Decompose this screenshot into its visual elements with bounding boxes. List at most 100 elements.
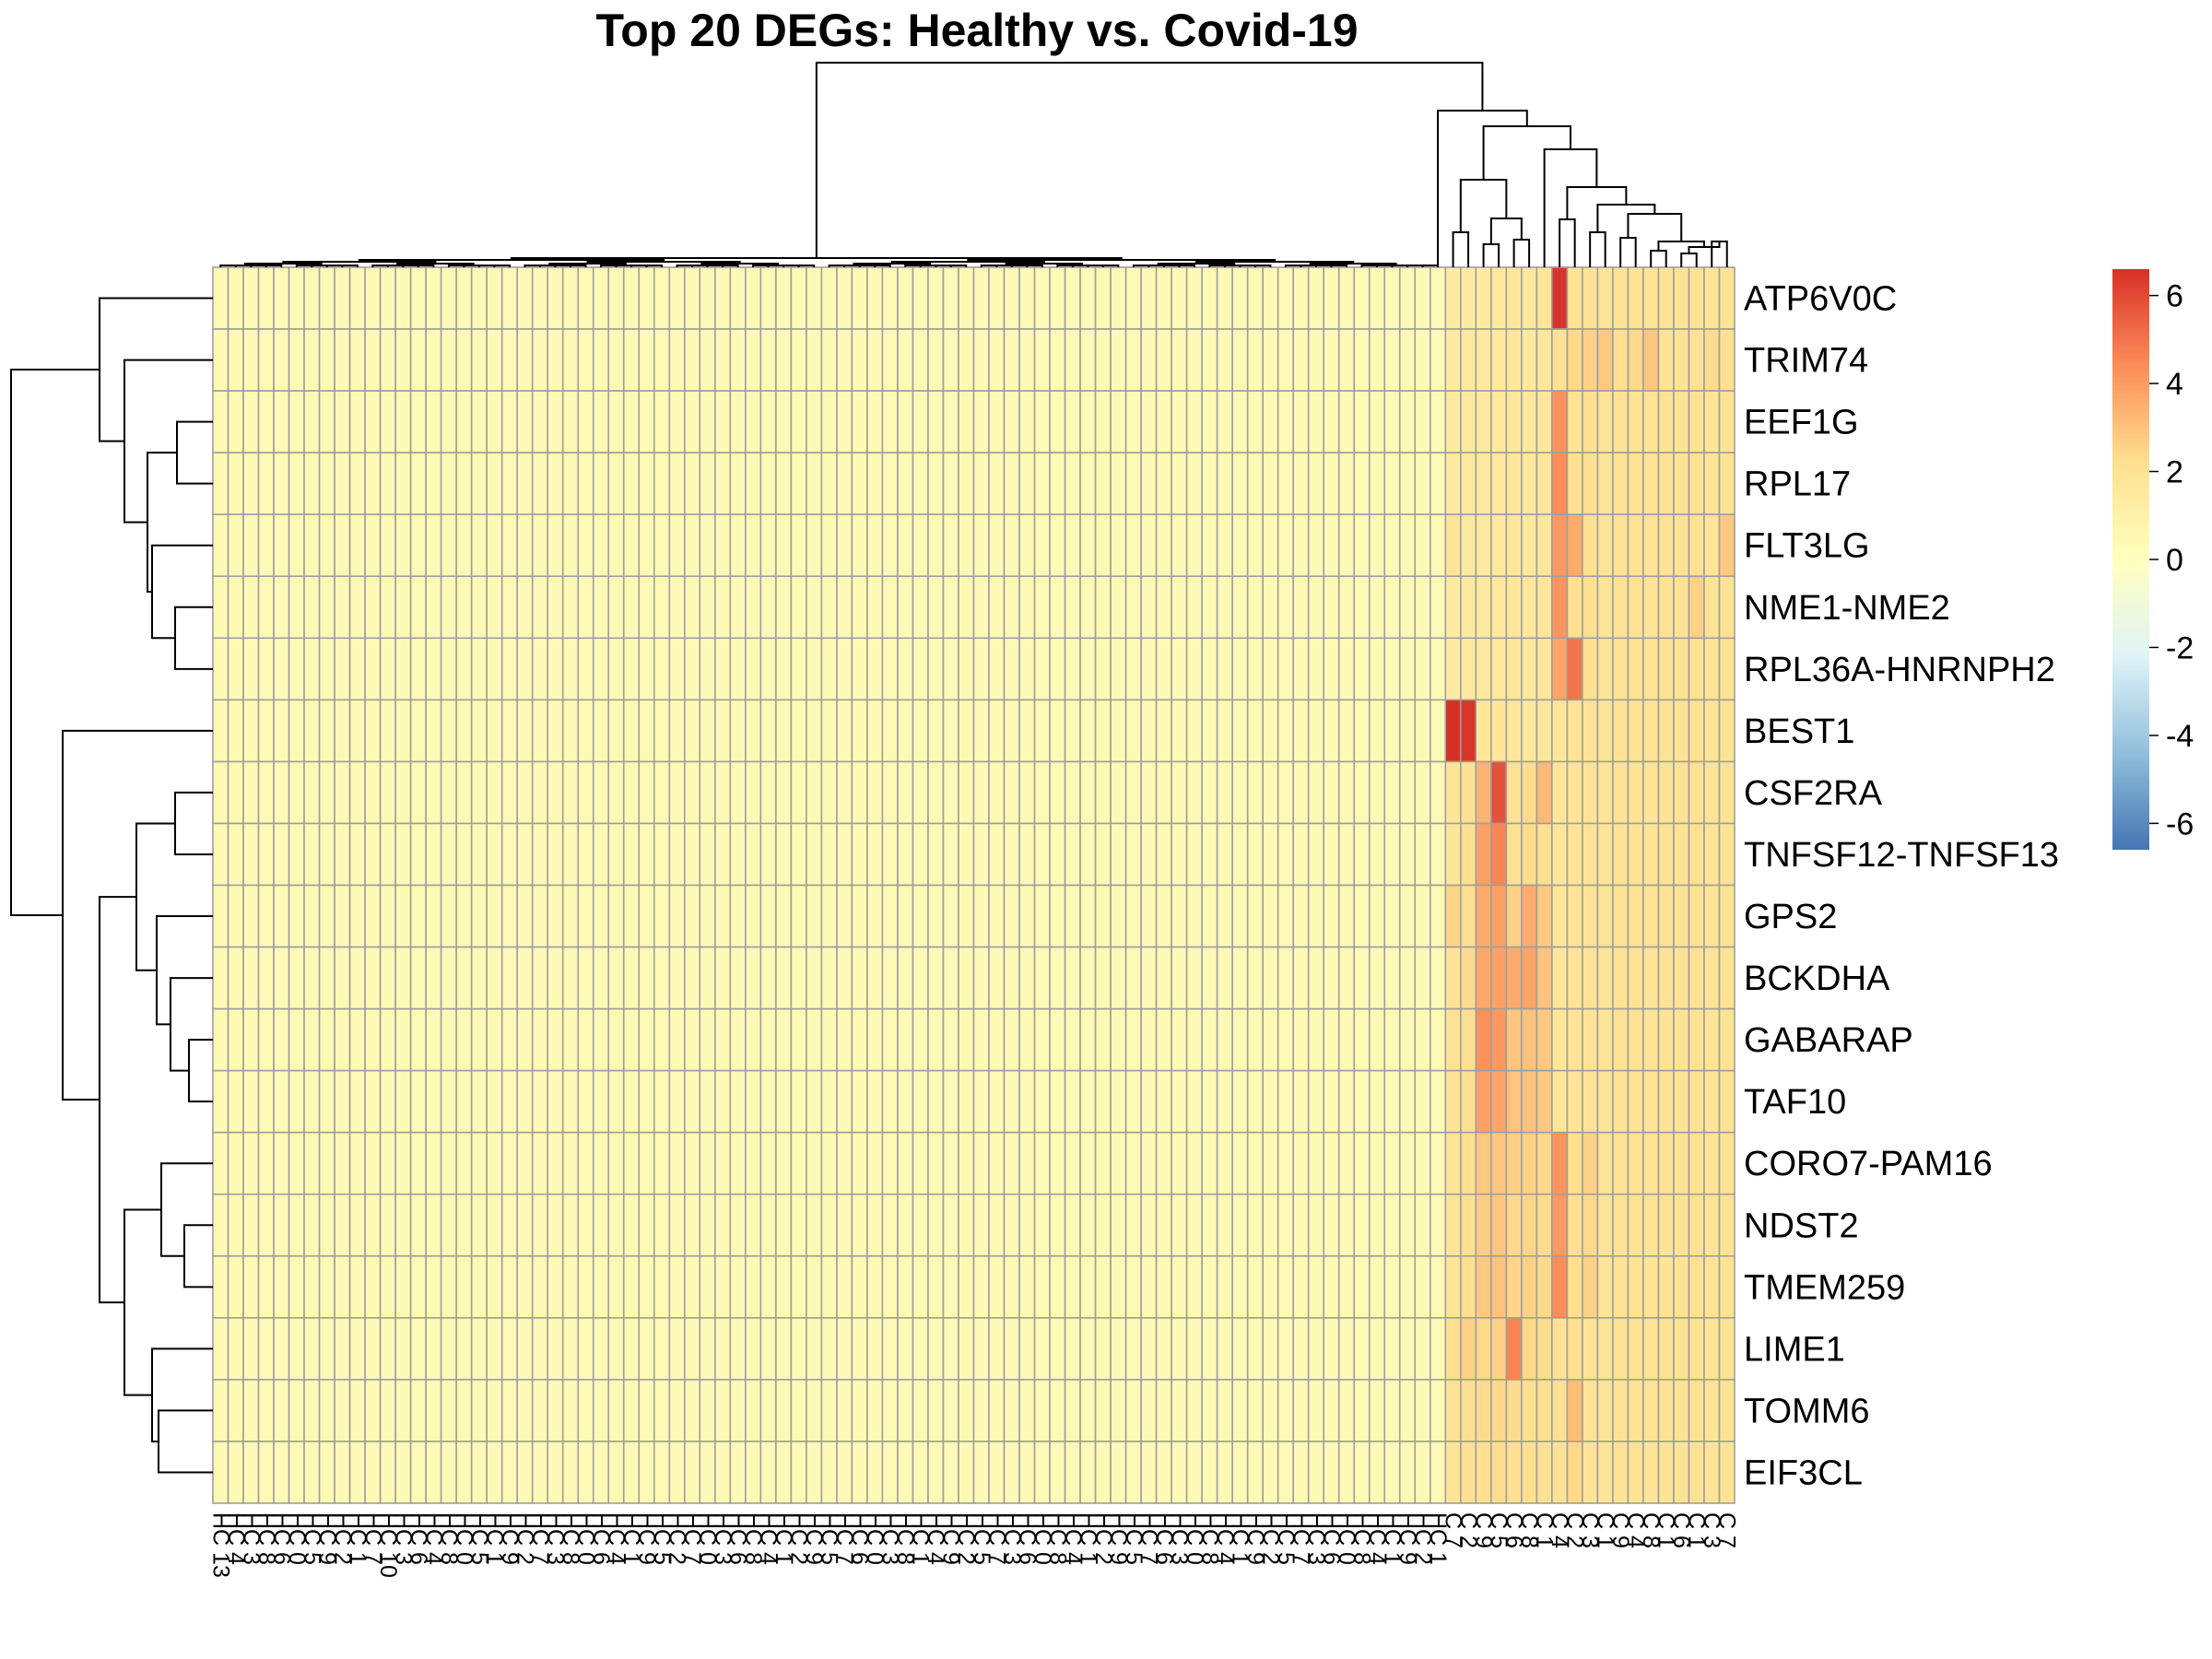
- heatmap-cell: [1018, 513, 1036, 578]
- heatmap-cell: [1566, 1069, 1583, 1134]
- heatmap-cell: [455, 699, 473, 763]
- heatmap-cell: [607, 760, 625, 825]
- column-dendrogram-branch: [1596, 204, 1656, 232]
- heatmap-cell: [836, 1379, 853, 1442]
- heatmap-cell: [699, 946, 716, 1010]
- heatmap-cell: [561, 946, 580, 1010]
- heatmap-cell: [653, 452, 671, 515]
- heatmap-cell: [577, 513, 594, 578]
- row-dendrogram-branch: [160, 1162, 213, 1257]
- heatmap-cell: [820, 1317, 838, 1381]
- heatmap-cell: [531, 946, 549, 1010]
- heatmap-cell: [577, 1317, 594, 1381]
- heatmap-cell: [1277, 1193, 1295, 1257]
- heatmap-cell: [227, 328, 244, 392]
- heatmap-cell: [303, 822, 321, 887]
- heatmap-cell: [851, 946, 868, 1010]
- heatmap-cell: [500, 266, 519, 330]
- heatmap-cell: [1642, 822, 1660, 887]
- heatmap-cell: [1307, 513, 1325, 578]
- heatmap-cell: [972, 884, 990, 948]
- heatmap-cell: [592, 884, 610, 948]
- heatmap-cell: [592, 1441, 610, 1504]
- heatmap-cell: [470, 266, 488, 330]
- heatmap-cell: [379, 390, 396, 453]
- heatmap-cell: [1475, 884, 1492, 948]
- heatmap-cell: [653, 513, 671, 578]
- heatmap-cell: [1430, 266, 1447, 330]
- heatmap-cell: [470, 1131, 488, 1195]
- heatmap-cell: [1155, 390, 1172, 453]
- heatmap-cell: [440, 946, 457, 1010]
- row-dendrogram-branch: [124, 1208, 161, 1396]
- heatmap-cell: [745, 452, 762, 515]
- heatmap-cell: [1307, 1441, 1325, 1504]
- heatmap-cell: [1535, 637, 1553, 701]
- column-label: HC 4: [756, 1512, 782, 1565]
- heatmap-cell: [1490, 452, 1508, 515]
- row-label: TNFSF12-TNFSF13: [1744, 836, 2059, 875]
- heatmap-cell: [1596, 390, 1614, 453]
- heatmap-cell: [1201, 575, 1218, 640]
- heatmap-cell: [257, 390, 275, 453]
- heatmap-cell: [364, 884, 382, 948]
- heatmap-cell: [927, 266, 945, 330]
- heatmap-cell: [1231, 390, 1249, 453]
- heatmap-cell: [1551, 884, 1569, 948]
- heatmap-cell: [318, 822, 335, 887]
- heatmap-cell: [1718, 884, 1735, 948]
- heatmap-cell: [257, 328, 275, 392]
- heatmap-cell: [912, 575, 929, 640]
- heatmap-cell: [334, 1193, 351, 1257]
- column-label: HC 9: [1105, 1512, 1131, 1565]
- heatmap-cell: [607, 699, 625, 763]
- heatmap-cell: [1551, 452, 1569, 515]
- heatmap-cell: [1582, 1069, 1599, 1134]
- heatmap-cell: [1292, 946, 1310, 1010]
- column-label: HC 4: [604, 1512, 629, 1565]
- heatmap-cell: [759, 452, 777, 515]
- heatmap-cell: [1231, 575, 1249, 640]
- heatmap-cell: [1246, 1317, 1264, 1381]
- heatmap-cell: [561, 637, 580, 701]
- heatmap-cell: [212, 1379, 229, 1442]
- heatmap-cell: [1642, 1069, 1660, 1134]
- heatmap-cell: [1231, 760, 1249, 825]
- heatmap-cell: [1430, 513, 1447, 578]
- heatmap-cell: [1033, 575, 1051, 640]
- heatmap-cell: [1353, 1131, 1371, 1195]
- chart-title: Top 20 DEGs: Healthy vs. Covid-19: [595, 5, 1358, 56]
- heatmap-cell: [516, 1255, 534, 1319]
- heatmap-cell: [836, 1317, 853, 1381]
- heatmap-cell: [409, 1379, 427, 1442]
- heatmap-cell: [577, 1069, 594, 1134]
- heatmap-cell: [1003, 760, 1020, 825]
- heatmap-cell: [988, 1007, 1006, 1072]
- heatmap-cell: [1337, 1379, 1356, 1442]
- heatmap-cell: [1490, 699, 1508, 763]
- row-dendrogram-branch: [176, 420, 213, 485]
- heatmap-cell: [745, 1441, 762, 1504]
- heatmap-cell: [334, 699, 351, 763]
- heatmap-cell: [531, 1255, 549, 1319]
- heatmap-cell: [1337, 1255, 1356, 1319]
- heatmap-cell: [1490, 760, 1508, 825]
- heatmap-cell: [1185, 1379, 1203, 1442]
- heatmap-cell: [409, 1317, 427, 1381]
- row-label: GPS2: [1744, 898, 1837, 936]
- heatmap-cell: [1673, 1379, 1690, 1442]
- heatmap-cell: [897, 1441, 914, 1504]
- row-label: GABARAP: [1744, 1021, 1913, 1060]
- heatmap-cell: [1049, 1255, 1066, 1319]
- heatmap-cell: [897, 452, 914, 515]
- heatmap-cell: [1094, 884, 1112, 948]
- heatmap-cell: [440, 1317, 457, 1381]
- heatmap-cell: [1612, 1131, 1630, 1195]
- heatmap-cell: [1049, 1069, 1066, 1134]
- heatmap-cell: [1673, 1131, 1690, 1195]
- heatmap-cell: [775, 575, 793, 640]
- heatmap-cell: [897, 1317, 914, 1381]
- heatmap-cell: [1262, 452, 1279, 515]
- heatmap-cell: [1353, 1441, 1371, 1504]
- heatmap-cell: [1612, 946, 1630, 1010]
